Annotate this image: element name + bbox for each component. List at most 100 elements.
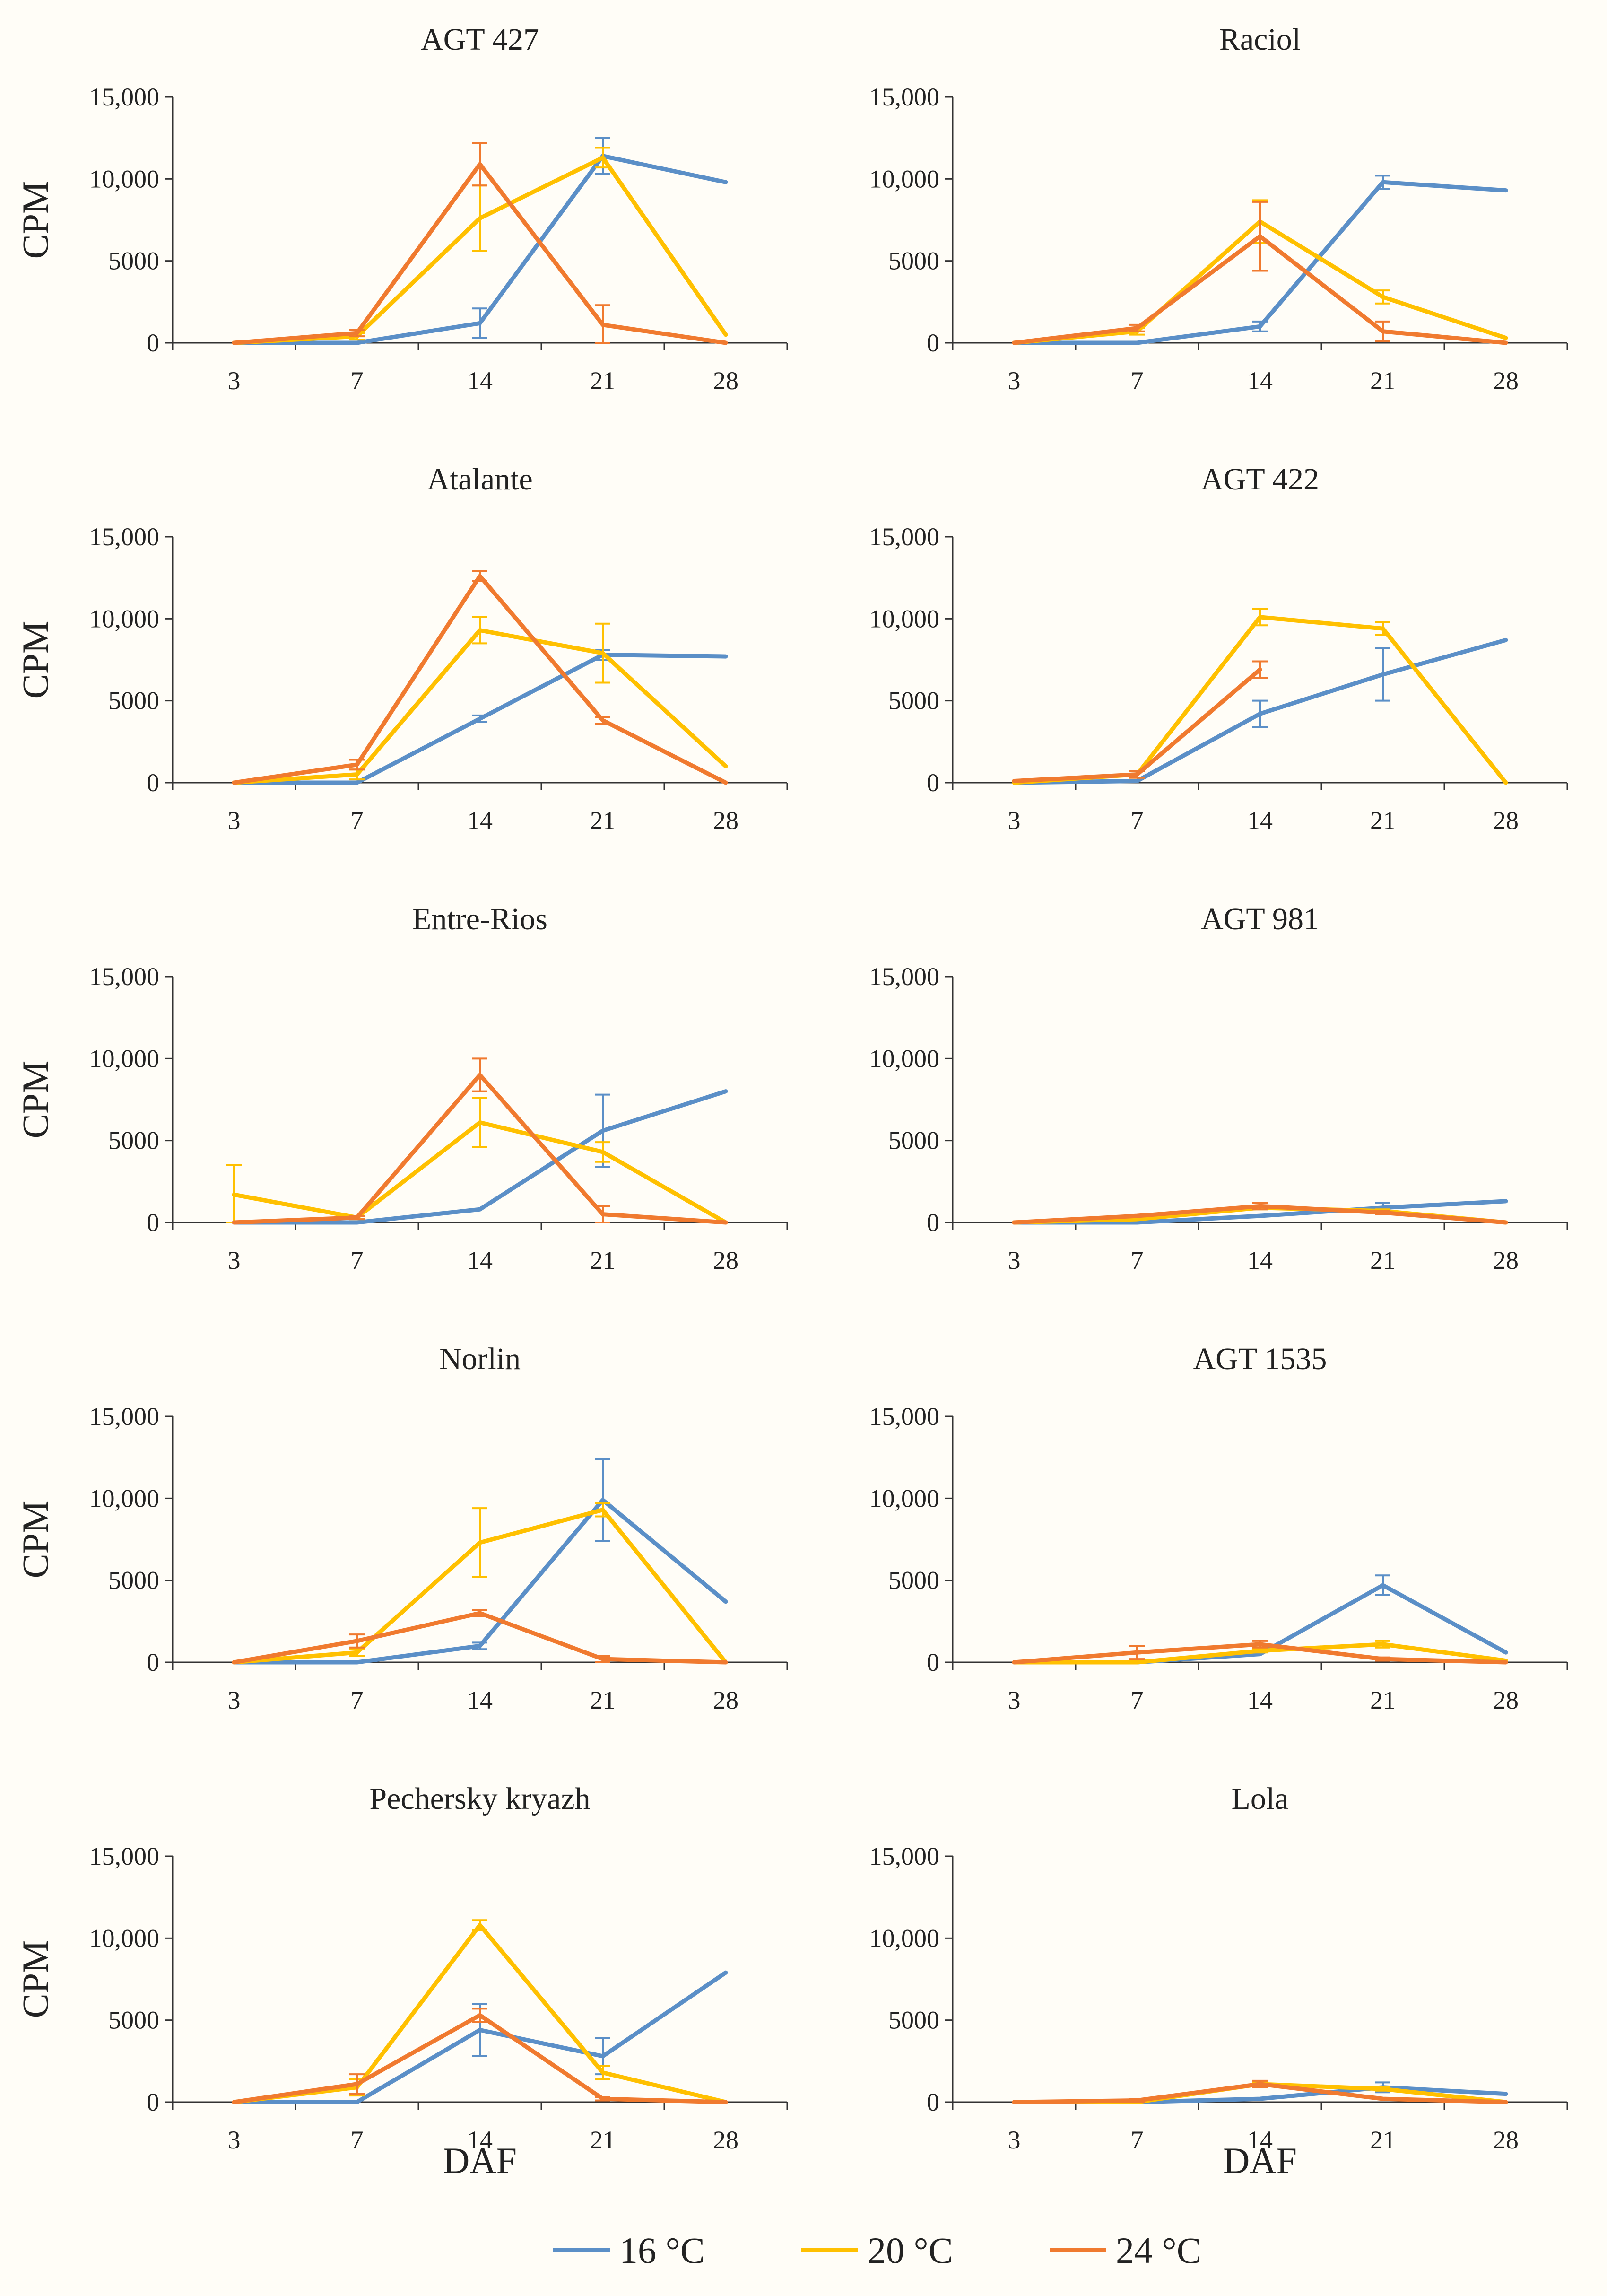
x-tick-label: 21 (590, 1686, 616, 1714)
y-tick-label: 0 (147, 329, 159, 357)
y-tick-label: 10,000 (89, 1484, 160, 1512)
y-tick-label: 5000 (108, 687, 159, 715)
y-axis-label: CPM (15, 181, 56, 259)
y-tick-label: 15,000 (869, 1402, 940, 1431)
x-tick-label: 14 (467, 2126, 493, 2154)
y-tick-label: 10,000 (89, 165, 160, 193)
panel-title: Entre-Rios (412, 902, 547, 936)
y-tick-label: 15,000 (89, 1842, 160, 1870)
x-tick-label: 21 (1370, 1246, 1396, 1275)
y-tick-label: 5000 (888, 1126, 939, 1155)
x-tick-label: 14 (1247, 1686, 1273, 1714)
y-tick-label: 15,000 (869, 1842, 940, 1870)
y-tick-label: 0 (927, 1208, 939, 1237)
x-tick-label: 7 (1131, 806, 1144, 835)
x-tick-label: 28 (713, 2126, 738, 2154)
y-tick-label: 15,000 (89, 83, 160, 111)
x-tick-label: 7 (1131, 1686, 1144, 1714)
y-tick-label: 15,000 (89, 962, 160, 991)
y-tick-label: 0 (927, 1648, 939, 1676)
y-tick-label: 10,000 (869, 1924, 940, 1952)
panel-pechersky-kryazh: Pechersky kryazh 0 5000 10,000 15,000 3 7 14 21 2… (15, 1781, 788, 2154)
x-tick-label: 28 (713, 1686, 738, 1714)
panel-norlin: Norlin 0 5000 10,000 15,000 3 7 14 21 28 CPM (15, 1342, 788, 1714)
panel-title: Atalante (427, 462, 533, 497)
y-tick-label: 5000 (108, 1566, 159, 1595)
panel-title: Norlin (439, 1342, 521, 1376)
x-tick-label: 3 (228, 2126, 241, 2154)
y-axis-label: CPM (15, 621, 56, 699)
x-tick-label: 14 (1247, 1246, 1273, 1275)
y-tick-label: 15,000 (869, 523, 940, 551)
panel-title: AGT 1535 (1193, 1342, 1327, 1376)
x-tick-label: 14 (1247, 367, 1273, 395)
panel-title: Pechersky kryazh (369, 1781, 590, 1816)
x-tick-label: 21 (1370, 367, 1396, 395)
y-tick-label: 15,000 (869, 83, 940, 111)
x-tick-label: 14 (467, 806, 493, 835)
x-tick-label: 21 (590, 806, 616, 835)
y-tick-label: 15,000 (89, 1402, 160, 1431)
x-tick-label: 28 (713, 367, 738, 395)
x-tick-label: 3 (1008, 1686, 1021, 1714)
x-tick-label: 3 (228, 1686, 241, 1714)
x-tick-label: 28 (1493, 2126, 1519, 2154)
panel-title: Lola (1232, 1781, 1289, 1816)
y-tick-label: 10,000 (869, 1044, 940, 1073)
y-axis-label: CPM (15, 1501, 56, 1579)
x-tick-label: 14 (467, 1686, 493, 1714)
x-tick-label: 7 (351, 1246, 364, 1275)
panel-lola: Lola 0 5000 10,000 15,000 3 7 14 21 28 (869, 1781, 1568, 2154)
x-tick-label: 7 (351, 2126, 364, 2154)
y-axis-label: CPM (15, 1061, 56, 1139)
panel-title: AGT 422 (1201, 462, 1319, 497)
legend: 16 °C 20 °C 24 °C (553, 2230, 1201, 2271)
x-tick-label: 3 (228, 806, 241, 835)
y-tick-label: 0 (927, 2088, 939, 2116)
legend-label: 24 °C (1116, 2230, 1201, 2271)
x-tick-label: 3 (1008, 2126, 1021, 2154)
panel-entre-rios: Entre-Rios 0 5000 10,000 15,000 3 7 14 21 28 CPM (15, 902, 788, 1275)
x-tick-label: 7 (351, 1686, 364, 1714)
x-tick-label: 21 (1370, 806, 1396, 835)
x-tick-label: 7 (1131, 367, 1144, 395)
x-tick-label: 7 (351, 367, 364, 395)
panel-agt-427: AGT 427 0 5000 10,000 15,000 3 7 14 21 28 CPM (15, 22, 788, 395)
panel-agt-1535: AGT 1535 0 5000 10,000 15,000 3 7 14 21 28 (869, 1342, 1568, 1714)
x-tick-label: 21 (1370, 2126, 1396, 2154)
y-tick-label: 0 (147, 1208, 159, 1237)
x-tick-label: 3 (228, 367, 241, 395)
x-axis-label: DAF (1223, 2140, 1297, 2181)
panel-atalante: Atalante 0 5000 10,000 15,000 3 7 14 21 28 CPM (15, 462, 788, 835)
series-20c-line (232, 628, 728, 785)
y-tick-label: 10,000 (89, 1044, 160, 1073)
y-tick-label: 5000 (888, 247, 939, 275)
y-axis-label: CPM (15, 1940, 56, 2018)
y-tick-label: 0 (147, 1648, 159, 1676)
x-tick-label: 21 (590, 2126, 616, 2154)
x-tick-label: 21 (590, 1246, 616, 1275)
panel-agt-422: AGT 422 0 5000 10,000 15,000 3 7 14 21 28 (869, 462, 1568, 835)
panel-raciol: Raciol 0 5000 10,000 15,000 3 7 14 21 28 (869, 22, 1568, 395)
y-tick-label: 5000 (108, 1126, 159, 1155)
panel-title: AGT 981 (1201, 902, 1319, 936)
y-tick-label: 10,000 (89, 1924, 160, 1952)
panel-title: AGT 427 (421, 22, 539, 57)
x-tick-label: 28 (1493, 806, 1519, 835)
x-tick-label: 7 (1131, 2126, 1144, 2154)
x-tick-label: 14 (1247, 2126, 1273, 2154)
y-tick-label: 0 (147, 768, 159, 797)
x-tick-label: 7 (351, 806, 364, 835)
y-tick-label: 10,000 (869, 1484, 940, 1512)
y-tick-label: 10,000 (89, 604, 160, 633)
y-tick-label: 0 (147, 2088, 159, 2116)
x-tick-label: 14 (467, 1246, 493, 1275)
y-tick-label: 10,000 (869, 165, 940, 193)
y-tick-label: 5000 (888, 687, 939, 715)
x-tick-label: 28 (713, 806, 738, 835)
legend-label: 16 °C (619, 2230, 705, 2271)
panel-agt-981: AGT 981 0 5000 10,000 15,000 3 7 14 21 28 (869, 902, 1568, 1275)
legend-label: 20 °C (868, 2230, 953, 2271)
y-tick-label: 0 (927, 329, 939, 357)
